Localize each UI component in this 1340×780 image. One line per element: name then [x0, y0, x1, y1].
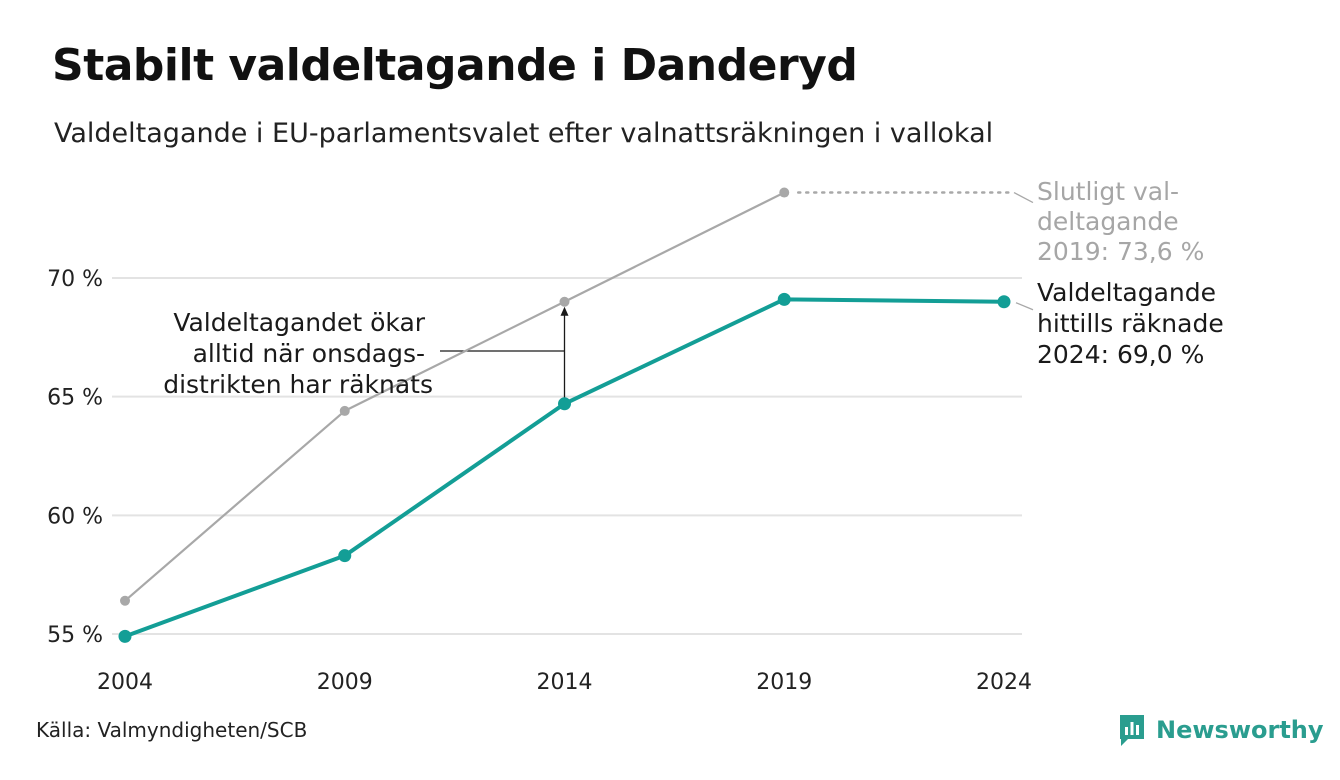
counted-2024-leader	[1015, 302, 1034, 311]
newsworthy-icon	[1120, 715, 1144, 746]
increase-arrow-head	[560, 306, 569, 316]
y-tick-label: 55 %	[47, 623, 103, 648]
final-2019-leader	[1013, 191, 1034, 204]
series-final-point	[779, 187, 790, 198]
final-2019-label-line: Slutligt val-	[1037, 177, 1179, 206]
series-counted-point	[558, 397, 571, 411]
series-final-point	[559, 296, 570, 307]
increase-note-line: distrikten har räknats	[163, 370, 433, 399]
series-counted-point	[997, 295, 1011, 309]
series-counted-point	[338, 549, 352, 563]
counted-2024-label-line: 2024: 69,0 %	[1037, 340, 1204, 369]
series	[118, 187, 1011, 643]
chart-subtitle: Valdeltagande i EU-parlamentsvalet efter…	[54, 118, 994, 149]
series-final-point	[339, 405, 350, 416]
series-counted-point	[777, 292, 791, 306]
final-2019-label-line: 2019: 73,6 %	[1037, 237, 1204, 266]
final-2019-label-line: deltagande	[1037, 207, 1179, 236]
x-tick-label: 2004	[97, 670, 153, 695]
counted-2024-label-line: Valdeltagande	[1037, 278, 1216, 307]
series-final-point	[120, 595, 130, 606]
brand-logo: Newsworthy	[1118, 713, 1324, 747]
brand-name: Newsworthy	[1156, 716, 1324, 744]
gridlines	[112, 277, 1022, 635]
increase-note: Valdeltagandet ökar alltid när onsdags- …	[163, 308, 433, 399]
increase-note-line: alltid när onsdags-	[193, 339, 425, 368]
x-axis-ticks: 2004 2009 2014 2019 2024	[97, 670, 1032, 695]
final-2019-label: Slutligt val- deltagande 2019: 73,6 %	[1037, 177, 1204, 266]
series-counted-point	[118, 629, 132, 643]
y-axis-ticks: 55 % 60 % 65 % 70 %	[47, 267, 103, 648]
source-note: Källa: Valmyndigheten/SCB	[36, 718, 308, 742]
series-final-line	[123, 191, 786, 602]
counted-2024-label-line: hittills räknade	[1037, 309, 1224, 338]
increase-arrow	[440, 306, 569, 398]
y-tick-label: 70 %	[47, 267, 103, 292]
counted-2024-label: Valdeltagande hittills räknade 2024: 69,…	[1037, 278, 1232, 369]
y-tick-label: 60 %	[47, 504, 103, 529]
increase-note-line: Valdeltagandet ökar	[173, 308, 425, 337]
y-tick-label: 65 %	[47, 386, 103, 411]
chart-title: Stabilt valdeltagande i Danderyd	[52, 40, 858, 91]
x-tick-label: 2019	[756, 670, 812, 695]
x-tick-label: 2009	[317, 670, 373, 695]
x-tick-label: 2024	[976, 670, 1032, 695]
x-tick-label: 2014	[537, 670, 593, 695]
